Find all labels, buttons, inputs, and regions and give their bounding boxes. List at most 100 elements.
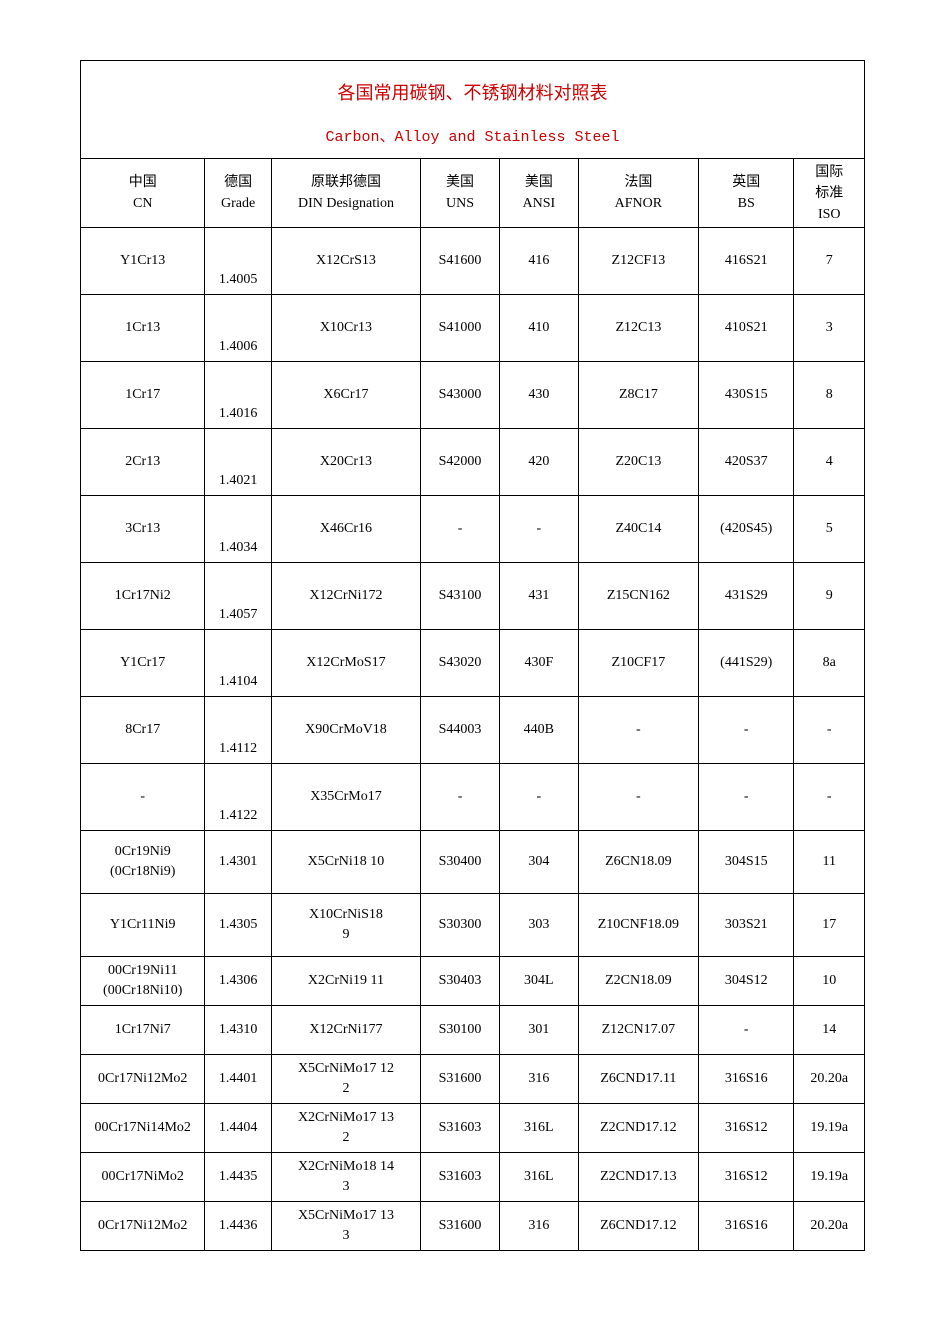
cell-iso: - [794, 764, 865, 831]
cell-de: 1.4306 [205, 957, 271, 1006]
cell-iso: 14 [794, 1006, 865, 1055]
table-row: 8Cr171.4112X90CrMoV18S44003440B--- [81, 697, 865, 764]
cell-iso: 3 [794, 295, 865, 362]
table-row: 1Cr131.4006X10Cr13S41000410Z12C13410S213 [81, 295, 865, 362]
cell-uns: S30100 [421, 1006, 500, 1055]
cell-iso: 8 [794, 362, 865, 429]
table-row: 00Cr17Ni14Mo21.4404X2CrNiMo17 132S316033… [81, 1104, 865, 1153]
cell-ansi: 420 [499, 429, 578, 496]
table-row: 00Cr19Ni11(00Cr18Ni10)1.4306X2CrNi19 11S… [81, 957, 865, 1006]
cell-iso: 11 [794, 831, 865, 894]
cell-iso: 8a [794, 630, 865, 697]
cell-de: 1.4104 [205, 630, 271, 697]
cell-ansi: 430 [499, 362, 578, 429]
cell-de: 1.4016 [205, 362, 271, 429]
cell-de: 1.4005 [205, 228, 271, 295]
cell-cn: 1Cr13 [81, 295, 205, 362]
table-row: 2Cr131.4021X20Cr13S42000420Z20C13420S374 [81, 429, 865, 496]
cell-cn: - [81, 764, 205, 831]
cell-afnor: Z6CN18.09 [578, 831, 698, 894]
cell-ansi: 304 [499, 831, 578, 894]
cell-de: 1.4021 [205, 429, 271, 496]
cell-afnor: Z6CND17.11 [578, 1055, 698, 1104]
cell-din: X2CrNi19 11 [271, 957, 420, 1006]
table-row: Y1Cr171.4104X12CrMoS17S43020430FZ10CF17(… [81, 630, 865, 697]
cell-bs: 316S12 [699, 1104, 794, 1153]
column-header: 中国CN [81, 159, 205, 228]
cell-cn: 1Cr17Ni2 [81, 563, 205, 630]
cell-ansi: 316 [499, 1202, 578, 1251]
cell-din: X10CrNiS189 [271, 894, 420, 957]
cell-iso: 7 [794, 228, 865, 295]
column-header: 英国BS [699, 159, 794, 228]
cell-afnor: Z2CN18.09 [578, 957, 698, 1006]
cell-de: 1.4301 [205, 831, 271, 894]
cell-ansi: 316L [499, 1104, 578, 1153]
cell-iso: - [794, 697, 865, 764]
cell-afnor: Z10CF17 [578, 630, 698, 697]
cell-cn: 3Cr13 [81, 496, 205, 563]
column-header: 法国AFNOR [578, 159, 698, 228]
cell-bs: (420S45) [699, 496, 794, 563]
cell-afnor: Z10CNF18.09 [578, 894, 698, 957]
cell-ansi: - [499, 496, 578, 563]
column-header: 原联邦德国DIN Designation [271, 159, 420, 228]
cell-afnor: Z20C13 [578, 429, 698, 496]
cell-bs: 316S12 [699, 1153, 794, 1202]
cell-cn: 0Cr17Ni12Mo2 [81, 1055, 205, 1104]
cell-uns: S31603 [421, 1153, 500, 1202]
cell-ansi: 430F [499, 630, 578, 697]
cell-iso: 10 [794, 957, 865, 1006]
column-header: 国际标准ISO [794, 159, 865, 228]
cell-de: 1.4034 [205, 496, 271, 563]
column-header: 德国Grade [205, 159, 271, 228]
cell-din: X2CrNiMo18 143 [271, 1153, 420, 1202]
cell-cn: 0Cr17Ni12Mo2 [81, 1202, 205, 1251]
cell-de: 1.4401 [205, 1055, 271, 1104]
cell-afnor: - [578, 764, 698, 831]
cell-ansi: 410 [499, 295, 578, 362]
cell-din: X12CrNi172 [271, 563, 420, 630]
table-subtitle: Carbon、Alloy and Stainless Steel [81, 115, 865, 159]
cell-uns: S43020 [421, 630, 500, 697]
cell-uns: S41000 [421, 295, 500, 362]
column-header: 美国ANSI [499, 159, 578, 228]
cell-din: X12CrS13 [271, 228, 420, 295]
cell-bs: 420S37 [699, 429, 794, 496]
table-row: 00Cr17NiMo21.4435X2CrNiMo18 143S31603316… [81, 1153, 865, 1202]
cell-ansi: 316 [499, 1055, 578, 1104]
cell-iso: 19.19a [794, 1153, 865, 1202]
cell-de: 1.4057 [205, 563, 271, 630]
cell-cn: 1Cr17Ni7 [81, 1006, 205, 1055]
cell-de: 1.4006 [205, 295, 271, 362]
cell-ansi: 304L [499, 957, 578, 1006]
cell-uns: S42000 [421, 429, 500, 496]
cell-ansi: 431 [499, 563, 578, 630]
cell-bs: 304S15 [699, 831, 794, 894]
cell-de: 1.4305 [205, 894, 271, 957]
cell-bs: (441S29) [699, 630, 794, 697]
table-title: 各国常用碳钢、不锈钢材料对照表 [81, 61, 865, 116]
cell-din: X90CrMoV18 [271, 697, 420, 764]
cell-ansi: 440B [499, 697, 578, 764]
cell-bs: 303S21 [699, 894, 794, 957]
cell-afnor: Z12CF13 [578, 228, 698, 295]
table-row: 1Cr171.4016X6Cr17S43000430Z8C17430S158 [81, 362, 865, 429]
cell-cn: 00Cr17NiMo2 [81, 1153, 205, 1202]
cell-din: X5CrNi18 10 [271, 831, 420, 894]
cell-uns: S30403 [421, 957, 500, 1006]
table-row: 3Cr131.4034X46Cr16--Z40C14(420S45)5 [81, 496, 865, 563]
table-row: -1.4122X35CrMo17----- [81, 764, 865, 831]
cell-ansi: 301 [499, 1006, 578, 1055]
cell-bs: 430S15 [699, 362, 794, 429]
cell-uns: S31600 [421, 1055, 500, 1104]
cell-afnor: Z2CND17.12 [578, 1104, 698, 1153]
cell-cn: 8Cr17 [81, 697, 205, 764]
cell-cn: Y1Cr17 [81, 630, 205, 697]
cell-afnor: Z12CN17.07 [578, 1006, 698, 1055]
cell-afnor: Z12C13 [578, 295, 698, 362]
cell-cn: 2Cr13 [81, 429, 205, 496]
cell-din: X2CrNiMo17 132 [271, 1104, 420, 1153]
cell-din: X35CrMo17 [271, 764, 420, 831]
cell-uns: - [421, 764, 500, 831]
